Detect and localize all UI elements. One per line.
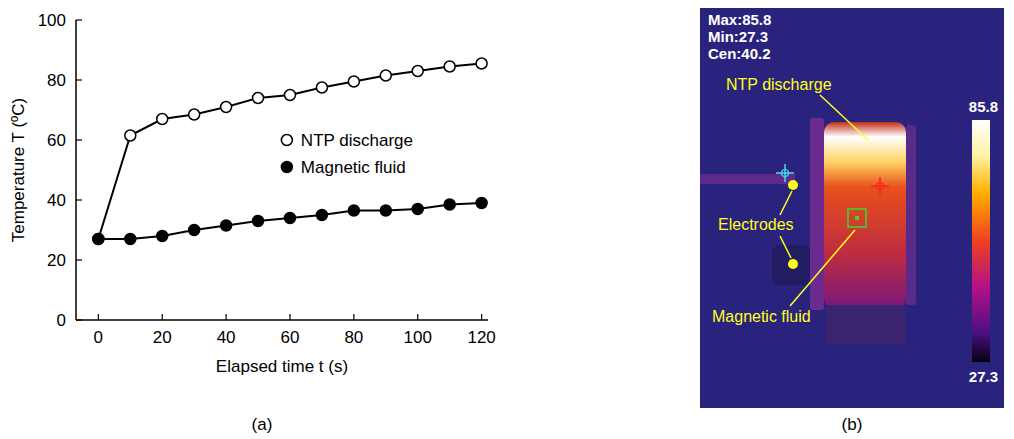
legend-marker — [281, 135, 292, 146]
x-tick-label: 120 — [467, 328, 495, 347]
data-point — [125, 234, 136, 245]
colorbar — [972, 120, 990, 362]
y-tick — [76, 319, 82, 320]
data-point — [93, 234, 104, 245]
data-point — [444, 61, 455, 72]
y-tick-label: 100 — [38, 11, 66, 30]
x-axis-title: Elapsed time t (s) — [216, 357, 348, 376]
wire — [700, 174, 795, 184]
x-tick — [226, 314, 227, 320]
y-tick-label: 40 — [47, 191, 66, 210]
leader-line — [780, 236, 791, 258]
data-point — [284, 213, 295, 224]
data-point — [476, 58, 487, 69]
readout: Max:85.8 — [708, 11, 771, 28]
data-point — [316, 210, 327, 221]
readout: Cen:40.2 — [708, 45, 771, 62]
series-line — [98, 64, 481, 240]
stand — [826, 305, 906, 345]
thermal-image: Max:85.8Min:27.3Cen:40.2 85.8 27.3 NTP disc… — [700, 8, 1004, 408]
vial — [824, 122, 906, 308]
vial-edge — [906, 125, 916, 305]
y-tick — [76, 199, 82, 200]
data-point — [348, 76, 359, 87]
data-point — [380, 205, 391, 216]
y-axis — [75, 20, 77, 320]
data-point — [412, 204, 423, 215]
leader-line — [820, 95, 868, 140]
x-tick-label: 20 — [153, 328, 172, 347]
panel-label: (a) — [252, 415, 273, 434]
colorbar-max: 85.8 — [969, 98, 998, 115]
panel-label: (b) — [842, 415, 863, 434]
y-tick — [76, 79, 82, 80]
data-point — [221, 102, 232, 113]
image-background — [700, 8, 1004, 408]
data-point — [412, 66, 423, 77]
data-point — [476, 198, 487, 209]
electrode-dot — [788, 180, 798, 190]
data-point — [284, 90, 295, 101]
annotation: Electrodes — [718, 216, 794, 233]
y-tick-label: 60 — [47, 131, 66, 150]
annotation: Magnetic fluid — [712, 308, 811, 325]
x-tick-label: 0 — [94, 328, 103, 347]
data-point — [189, 109, 200, 120]
x-tick — [98, 314, 99, 320]
series-line — [98, 203, 481, 239]
data-point — [380, 70, 391, 81]
x-tick-label: 40 — [217, 328, 236, 347]
x-tick — [162, 314, 163, 320]
y-axis-title: Temperature T (ºC) — [9, 98, 28, 242]
y-tick-label: 0 — [57, 311, 66, 330]
min-crosshair — [782, 170, 789, 177]
electrode-dot — [788, 259, 798, 269]
x-tick — [353, 314, 354, 320]
data-point — [316, 82, 327, 93]
legend-label: Magnetic fluid — [301, 158, 406, 177]
y-tick — [76, 139, 82, 140]
data-point — [125, 130, 136, 141]
x-tick — [289, 314, 290, 320]
x-tick-label: 100 — [404, 328, 432, 347]
min-crosshair — [784, 164, 786, 182]
annotation: NTP discharge — [726, 76, 832, 93]
plot-area — [93, 58, 487, 245]
electrode-holder — [772, 245, 812, 285]
center-dot — [855, 216, 859, 220]
figure: 0 20 40 60 80 100 0 20 40 60 80 100 120 Elapsed time … — [0, 0, 1014, 439]
data-point — [253, 216, 264, 227]
y-tick — [76, 19, 82, 20]
x-tick-label: 60 — [281, 328, 300, 347]
data-point — [348, 205, 359, 216]
legend-marker — [281, 162, 292, 173]
data-point — [221, 220, 232, 231]
legend-label: NTP discharge — [301, 131, 413, 150]
data-point — [93, 234, 104, 245]
max-crosshair — [877, 183, 884, 190]
leader-line — [790, 230, 855, 306]
data-point — [157, 231, 168, 242]
y-tick — [76, 259, 82, 260]
legend: NTP discharge Magnetic fluid — [281, 131, 413, 177]
x-tick-label: 80 — [344, 328, 363, 347]
x-tick — [481, 314, 482, 320]
data-point — [253, 93, 264, 104]
x-tick — [417, 314, 418, 320]
x-axis — [76, 319, 488, 321]
readout: Min:27.3 — [708, 28, 768, 45]
center-box — [848, 209, 866, 227]
y-tick-label: 80 — [47, 71, 66, 90]
leader-line — [780, 191, 792, 215]
colorbar-min: 27.3 — [969, 368, 998, 385]
data-point — [157, 114, 168, 125]
data-point — [189, 225, 200, 236]
y-tick-label: 20 — [47, 251, 66, 270]
data-point — [444, 199, 455, 210]
max-crosshair — [879, 177, 881, 195]
